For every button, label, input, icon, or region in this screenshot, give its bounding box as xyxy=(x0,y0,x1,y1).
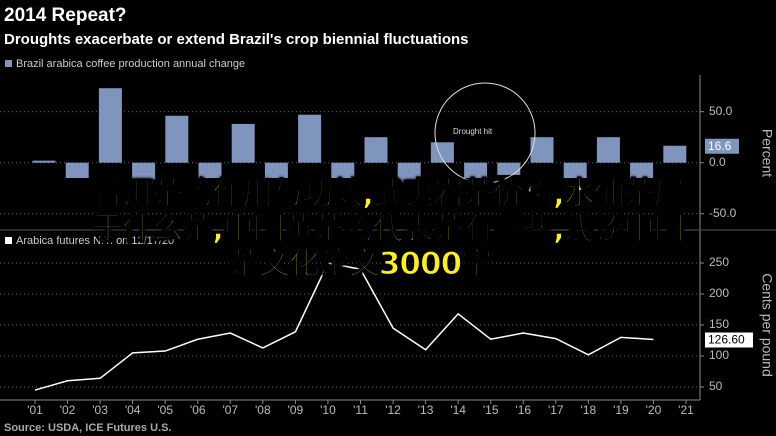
bar xyxy=(464,162,488,178)
y-axis-label: Percent xyxy=(759,129,775,177)
legend-swatch xyxy=(5,60,12,67)
bar xyxy=(32,160,56,163)
x-tick-label: '18 xyxy=(581,403,597,417)
legend-label: Arabica futures N.Y. on 12/17/20 xyxy=(16,235,174,247)
x-tick-label: '16 xyxy=(515,403,531,417)
bar xyxy=(198,162,222,178)
y-tick-label: 100 xyxy=(709,348,729,362)
value-label: 16.6 xyxy=(708,139,732,153)
y-tick-label: 50.0 xyxy=(709,104,733,118)
x-tick-label: '17 xyxy=(548,403,564,417)
source: Source: USDA, ICE Futures U.S. xyxy=(4,422,171,434)
x-tick-label: '12 xyxy=(385,403,401,417)
x-tick-label: '10 xyxy=(320,403,336,417)
subtitle: Droughts exacerbate or extend Brazil's c… xyxy=(4,31,469,48)
bar xyxy=(530,137,554,163)
bar xyxy=(364,137,388,163)
bar xyxy=(596,137,620,163)
x-tick-label: '09 xyxy=(288,403,304,417)
x-tick-label: '06 xyxy=(190,403,206,417)
x-tick-label: '07 xyxy=(222,403,238,417)
annotation: Drought hit xyxy=(453,127,493,136)
x-tick-label: '04 xyxy=(125,403,141,417)
x-tick-label: '02 xyxy=(60,403,76,417)
bar xyxy=(563,162,587,178)
legend-label: Brazil arabica coffee production annual … xyxy=(16,58,245,70)
value-label-box xyxy=(705,138,739,154)
y-tick-label: 50 xyxy=(709,379,723,393)
value-label-box xyxy=(705,332,753,348)
overlay-text: 于什么茶,中国黄茶的代表茶有哪些,浅谈中国 xyxy=(92,210,686,247)
bar xyxy=(630,162,654,178)
x-tick-label: '20 xyxy=(646,403,662,417)
bar xyxy=(132,162,156,184)
value-label: 126.60 xyxy=(708,333,745,347)
x-tick-label: '05 xyxy=(157,403,173,417)
bar xyxy=(497,162,521,175)
x-tick-label: '01 xyxy=(27,403,43,417)
x-tick-label: '08 xyxy=(255,403,271,417)
y-tick-label: 0.0 xyxy=(709,155,726,169)
bar xyxy=(397,162,421,184)
bar xyxy=(165,115,189,163)
bar xyxy=(98,88,122,163)
y-tick-label: 150 xyxy=(709,317,729,331)
bar xyxy=(264,162,288,178)
bar xyxy=(65,162,89,178)
y-tick-label: 200 xyxy=(709,286,729,300)
x-tick-label: '14 xyxy=(450,403,466,417)
bar xyxy=(231,123,255,163)
line xyxy=(34,262,654,391)
x-tick-label: '19 xyxy=(613,403,629,417)
overlay-text: 茶文化论文3000字 xyxy=(228,245,492,282)
title: 2014 Repeat? xyxy=(4,5,127,26)
x-tick-label: '15 xyxy=(483,403,499,417)
bar xyxy=(298,114,322,163)
x-tick-label: '21 xyxy=(678,403,694,417)
y-axis-label: Cents per pound xyxy=(759,273,775,377)
bar xyxy=(331,162,355,178)
legend-swatch xyxy=(5,237,12,244)
annotation-circle xyxy=(434,82,536,184)
x-tick-label: '11 xyxy=(353,403,368,417)
x-tick-label: '03 xyxy=(92,403,108,417)
y-tick-label: -50.0 xyxy=(709,206,737,220)
x-tick-label: '13 xyxy=(418,403,434,417)
y-tick-label: 250 xyxy=(709,255,729,269)
bar xyxy=(663,145,687,163)
overlay-text: 普洱茶的作用与功效,武夷岩茶价格,水仙茶属 xyxy=(92,175,686,212)
